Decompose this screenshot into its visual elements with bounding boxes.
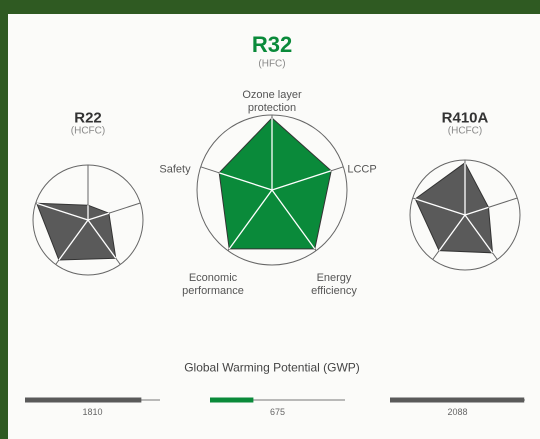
gwp-bar	[210, 398, 253, 403]
gwp-bar	[390, 398, 524, 403]
radar-area	[219, 118, 331, 249]
gwp-title: Global Warming Potential (GWP)	[184, 362, 360, 375]
gwp-value: 2088	[447, 407, 467, 417]
axis-label: Safety	[135, 164, 215, 177]
radar-subtitle: (HFC)	[258, 59, 285, 70]
axis-label: Ozone layer protection	[232, 89, 312, 115]
axis-label: Economic performance	[173, 272, 253, 298]
radar-area	[37, 203, 116, 260]
gwp-bar	[25, 398, 141, 403]
radar-title: R32	[252, 32, 292, 58]
gwp-value: 1810	[82, 407, 102, 417]
radar-title: R410A	[442, 110, 489, 127]
axis-label: Energy efficiency	[294, 272, 374, 298]
radar-title: R22	[74, 110, 102, 127]
axis-label: LCCP	[322, 164, 402, 177]
radar-subtitle: (HCFC)	[71, 126, 105, 137]
radar-subtitle: (HCFC)	[448, 126, 482, 137]
gwp-value: 675	[270, 407, 285, 417]
radar-area	[415, 163, 492, 253]
page: R22(HCFC)R32(HFC)Ozone layer protectionL…	[0, 0, 540, 439]
